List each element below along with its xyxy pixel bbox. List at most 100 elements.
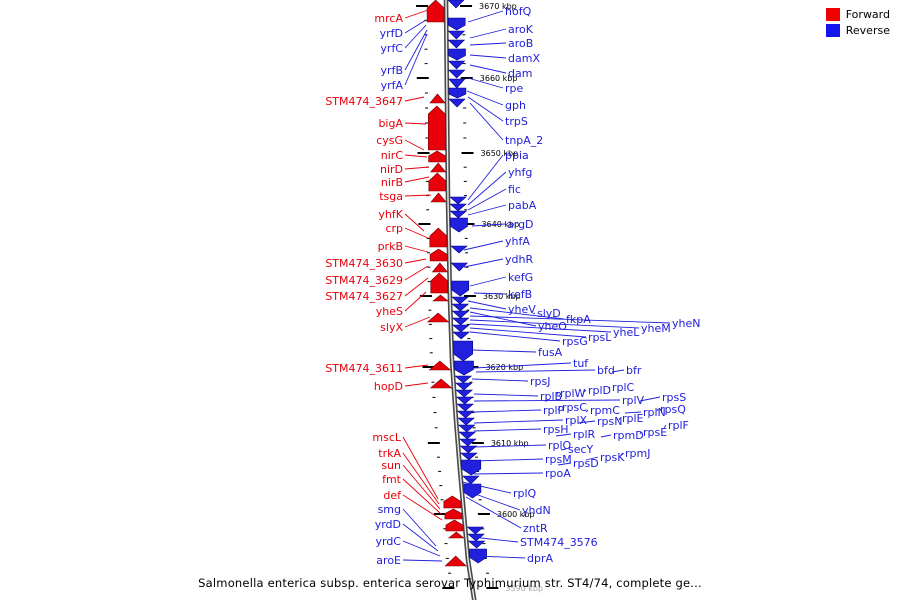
gene-label[interactable]: kefB [508,288,532,301]
gene-label[interactable]: yhfA [505,235,530,248]
gene-glyph-reverse[interactable] [459,445,478,454]
gene-label[interactable]: hofQ [505,5,532,18]
gene-label[interactable]: yheL [613,326,640,339]
gene-label[interactable]: cysG [376,134,403,147]
gene-label[interactable]: rpsM [545,453,572,466]
gene-glyph-reverse[interactable] [448,98,466,108]
gene-glyph-reverse[interactable] [449,196,467,205]
gene-glyph-reverse[interactable] [453,340,474,362]
gene-glyph-reverse[interactable] [451,280,470,297]
gene-label[interactable]: rpsH [543,423,569,436]
gene-label[interactable]: aroE [376,554,401,567]
gene-label[interactable]: yhfg [508,166,532,179]
gene-label[interactable]: rplR [573,428,596,441]
gene-label[interactable]: tnpA_2 [505,134,543,147]
gene-label[interactable]: STM474_3629 [325,274,403,287]
gene-label[interactable]: rplE [622,412,644,425]
gene-glyph-reverse[interactable] [451,296,469,305]
gene-glyph-reverse[interactable] [447,0,465,9]
gene-glyph-reverse[interactable] [461,459,482,476]
gene-label[interactable]: rpsS [662,391,686,404]
gene-glyph-reverse[interactable] [455,389,473,398]
gene-label[interactable]: rpsQ [660,403,686,416]
gene-label[interactable]: fmt [382,473,402,486]
gene-glyph-forward[interactable] [426,0,445,23]
gene-label[interactable]: slyX [380,321,403,334]
gene-label[interactable]: ppia [505,149,529,162]
gene-label[interactable]: fic [508,183,521,196]
gene-glyph-reverse[interactable] [450,217,468,233]
gene-label[interactable]: mrcA [374,12,403,25]
gene-glyph-reverse[interactable] [457,424,476,433]
gene-glyph-forward[interactable] [429,248,448,262]
gene-label[interactable]: dam [508,67,532,80]
gene-glyph-forward[interactable] [447,531,465,539]
gene-label[interactable]: trpS [505,115,528,128]
gene-glyph-reverse[interactable] [466,526,485,535]
gene-label[interactable]: damX [508,52,540,65]
gene-glyph-reverse[interactable] [450,245,468,254]
gene-label[interactable]: dprA [527,552,553,565]
gene-glyph-forward[interactable] [428,150,446,163]
gene-label[interactable]: crp [385,222,403,235]
gene-label[interactable]: yhfK [378,208,403,221]
gene-label[interactable]: zntR [523,522,548,535]
gene-glyph-reverse[interactable] [451,317,470,326]
gene-label[interactable]: rplC [612,381,635,394]
gene-label[interactable]: nirB [381,176,403,189]
gene-label[interactable]: rplQ [513,487,537,500]
gene-label[interactable]: gph [505,99,526,112]
gene-label[interactable]: rpsG [562,335,588,348]
gene-label[interactable]: def [383,489,402,502]
gene-label[interactable]: ydhR [505,253,533,266]
gene-label[interactable]: aroK [508,23,534,36]
gene-label[interactable]: nirC [381,149,404,162]
gene-label[interactable]: nirD [380,163,403,176]
gene-label[interactable]: mscL [372,431,401,444]
gene-label[interactable]: rplN [643,406,666,419]
gene-glyph-reverse[interactable] [447,69,466,79]
gene-glyph-reverse[interactable] [452,331,470,340]
gene-glyph-forward[interactable] [426,312,450,323]
gene-glyph-reverse[interactable] [458,431,476,440]
gene-label[interactable]: rpsD [573,457,599,470]
gene-label[interactable]: rpe [505,82,524,95]
gene-label[interactable]: prkB [378,240,403,253]
gene-glyph-reverse[interactable] [452,324,470,333]
gene-glyph-forward[interactable] [430,162,447,173]
gene-glyph-reverse[interactable] [454,375,473,384]
gene-label[interactable]: rpsN [597,415,622,428]
gene-glyph-reverse[interactable] [447,17,466,31]
gene-label[interactable]: rplD [588,384,611,397]
gene-glyph-reverse[interactable] [451,303,470,312]
gene-label[interactable]: argD [507,218,534,231]
gene-label[interactable]: yheV [508,303,536,316]
gene-label[interactable]: yrfA [381,79,404,92]
gene-label[interactable]: rplW [560,387,586,400]
gene-label[interactable]: yheS [376,305,403,318]
gene-label[interactable]: hopD [374,380,403,393]
gene-label[interactable]: yheO [538,320,567,333]
gene-glyph-reverse[interactable] [447,30,466,40]
gene-label[interactable]: rpsL [588,331,612,344]
gene-glyph-reverse[interactable] [447,60,466,70]
gene-glyph-reverse[interactable] [451,310,470,319]
gene-label[interactable]: rpmC [590,404,620,417]
gene-label[interactable]: pabA [508,199,537,212]
gene-glyph-forward[interactable] [428,360,452,371]
gene-label[interactable]: rpsJ [530,375,550,388]
gene-glyph-reverse[interactable] [459,438,477,447]
gene-glyph-forward[interactable] [429,378,453,389]
gene-label[interactable]: tsga [379,190,403,203]
gene-glyph-reverse[interactable] [448,87,467,99]
gene-glyph-reverse[interactable] [450,262,469,272]
gene-label[interactable]: STM474_3611 [325,362,403,375]
gene-label[interactable]: rpsC [562,401,587,414]
gene-glyph-reverse[interactable] [449,210,468,219]
gene-label[interactable]: rplF [668,419,689,432]
gene-label[interactable]: bfd [597,364,615,377]
gene-glyph-reverse[interactable] [448,78,466,89]
gene-glyph-reverse[interactable] [455,396,474,405]
gene-label[interactable]: trkA [378,447,401,460]
gene-glyph-reverse[interactable] [460,452,478,461]
